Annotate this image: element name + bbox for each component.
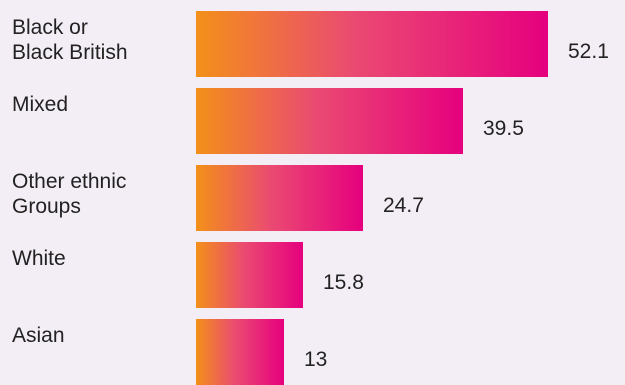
category-label: Other ethnic (12, 170, 127, 193)
category-label: Mixed (12, 93, 69, 116)
value-label: 15.8 (323, 271, 364, 294)
value-label: 13 (304, 348, 328, 371)
category-label: Black British (12, 41, 128, 64)
category-label: Groups (12, 195, 81, 218)
bar (196, 165, 363, 231)
value-label: 24.7 (383, 194, 424, 217)
bar (196, 11, 548, 77)
category-label: Black or (12, 16, 88, 39)
bar (196, 242, 303, 308)
category-label: White (12, 247, 66, 270)
value-label: 39.5 (483, 117, 524, 140)
bar (196, 88, 463, 154)
bar (196, 319, 284, 385)
category-label: Asian (12, 324, 65, 347)
value-label: 52.1 (568, 40, 609, 63)
